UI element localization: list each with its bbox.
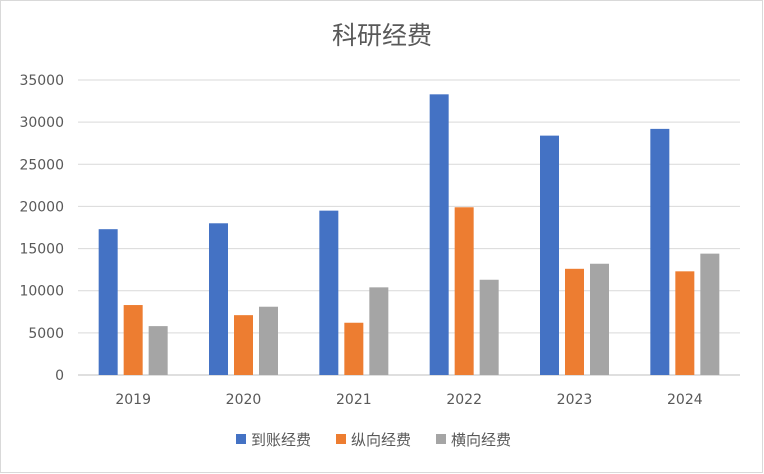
- x-tick-label: 2020: [226, 392, 262, 408]
- bar-2021-2: [369, 287, 389, 375]
- bar-2019-0: [98, 229, 118, 375]
- bar-2020-1: [234, 315, 253, 375]
- y-tick-label: 10000: [19, 284, 64, 300]
- bar-2024-0: [650, 128, 670, 375]
- bar-2023-2: [590, 263, 609, 375]
- y-tick-label: 0: [55, 368, 64, 384]
- x-tick-label: 2019: [115, 392, 151, 408]
- bar-2020-2: [259, 306, 278, 375]
- bar-2019-1: [123, 305, 143, 375]
- legend-swatch: [336, 434, 346, 444]
- x-tick-label: 2022: [446, 392, 482, 408]
- x-tick-label: 2021: [336, 392, 372, 408]
- y-tick-label: 5000: [28, 326, 64, 342]
- x-tick-label: 2023: [557, 392, 593, 408]
- x-axis-ticks: 2019 2020 2021 2022 2023 2024: [115, 392, 702, 408]
- bar-2023-0: [540, 135, 559, 375]
- bar-2022-1: [454, 207, 474, 375]
- bar-2019-2: [148, 326, 168, 375]
- gridlines: [78, 79, 740, 376]
- bar-2020-0: [209, 223, 228, 375]
- bars: [98, 94, 720, 375]
- bar-2021-0: [319, 210, 339, 375]
- chart-title: 科研经费: [332, 21, 432, 50]
- y-tick-label: 20000: [19, 199, 64, 215]
- bar-2021-1: [344, 322, 364, 375]
- legend-label: 横向经费: [451, 431, 511, 449]
- y-tick-label: 25000: [19, 157, 64, 173]
- legend-swatch: [236, 434, 246, 444]
- y-tick-label: 15000: [19, 242, 64, 258]
- x-tick-label: 2024: [667, 392, 703, 408]
- y-tick-label: 35000: [19, 73, 64, 89]
- y-tick-label: 30000: [19, 115, 64, 131]
- bar-2022-0: [429, 94, 449, 375]
- legend-swatch: [436, 434, 446, 444]
- legend: 到账经费 纵向经费 横向经费: [236, 431, 511, 449]
- bar-2023-1: [565, 268, 584, 375]
- legend-label: 到账经费: [251, 431, 311, 449]
- bar-2022-2: [479, 279, 499, 375]
- legend-label: 纵向经费: [351, 431, 411, 449]
- bar-2024-1: [675, 271, 695, 375]
- y-axis-ticks: 0 5000 10000 15000 20000 25000 30000 35000: [19, 73, 64, 384]
- bar-2024-2: [700, 253, 720, 375]
